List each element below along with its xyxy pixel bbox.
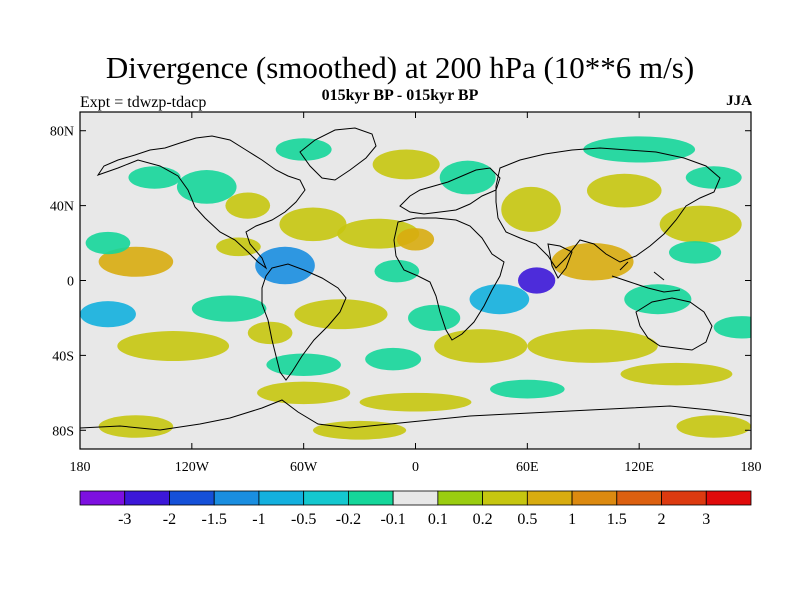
field-patch bbox=[490, 379, 565, 399]
colorbar-swatch bbox=[616, 490, 662, 506]
colorbar-swatch bbox=[571, 490, 618, 506]
field-patch bbox=[434, 329, 528, 363]
field-patch bbox=[365, 347, 422, 371]
colorbar-label: 2 bbox=[658, 511, 666, 528]
field-patch bbox=[374, 259, 420, 283]
field-patch bbox=[586, 173, 662, 208]
field-patch bbox=[117, 331, 230, 362]
colorbar-label: 0.1 bbox=[428, 511, 448, 528]
colorbar-swatch bbox=[79, 490, 126, 506]
y-tick-label: 40S bbox=[52, 349, 74, 364]
coastline-australia bbox=[635, 297, 713, 351]
colorbar-label: -1 bbox=[252, 511, 265, 528]
field-patch bbox=[255, 246, 315, 285]
field-patch bbox=[620, 362, 733, 386]
divergence-field bbox=[80, 136, 751, 440]
field-patch bbox=[98, 415, 174, 438]
field-patch bbox=[527, 329, 658, 363]
field-patch bbox=[85, 231, 131, 255]
y-tick-label: 80S bbox=[52, 424, 74, 439]
field-patch bbox=[518, 267, 556, 294]
colorbar-swatch bbox=[437, 490, 484, 506]
x-tick-label: 120E bbox=[624, 460, 654, 475]
coastline-indonesia bbox=[611, 261, 681, 293]
field-patch bbox=[408, 304, 461, 332]
field-patch bbox=[668, 241, 722, 264]
coastline-africa bbox=[393, 217, 505, 341]
colorbar-label: 0.5 bbox=[517, 511, 537, 528]
plot-subtitle: 015kyr BP - 015kyr BP bbox=[321, 87, 479, 104]
y-tick-label: 80N bbox=[50, 125, 74, 140]
plot-title: Divergence (smoothed) at 200 hPa (10**6 … bbox=[105, 50, 695, 85]
field-patch bbox=[225, 192, 271, 219]
colorbar-label: -3 bbox=[118, 511, 131, 528]
coastline-north-america bbox=[96, 135, 306, 270]
field-patch bbox=[98, 246, 174, 277]
coastline-south-america bbox=[261, 263, 347, 381]
colorbar-label: 0.2 bbox=[473, 511, 493, 528]
x-tick-label: 60E bbox=[516, 460, 539, 475]
colorbar-label: -2 bbox=[163, 511, 176, 528]
field-patch bbox=[294, 299, 388, 330]
x-tick-label: 0 bbox=[412, 460, 419, 475]
field-patch bbox=[713, 316, 751, 339]
colorbar-label: 1 bbox=[568, 511, 576, 528]
field-patch bbox=[191, 295, 267, 322]
colorbar-swatch bbox=[169, 490, 215, 506]
field-patch bbox=[583, 136, 696, 163]
coastlines bbox=[80, 127, 751, 431]
y-axis-ticks: 80N 40N 0 40S 80S bbox=[50, 125, 751, 439]
colorbar-label: 3 bbox=[702, 511, 710, 528]
y-tick-label: 0 bbox=[67, 275, 74, 290]
field-patch bbox=[312, 420, 407, 440]
coastline-asia bbox=[495, 147, 721, 269]
x-tick-label: 180 bbox=[70, 460, 91, 475]
colorbar-label: -0.2 bbox=[336, 511, 361, 528]
colorbar-label: -0.1 bbox=[380, 511, 405, 528]
field-patch bbox=[80, 301, 136, 328]
field-patch bbox=[676, 415, 751, 438]
colorbar-swatch bbox=[526, 490, 573, 506]
season-label: JJA bbox=[726, 93, 752, 109]
coastline-greenland bbox=[299, 127, 377, 181]
field-patch bbox=[624, 284, 692, 315]
colorbar-swatch bbox=[392, 490, 439, 506]
colorbar-label: -1.5 bbox=[202, 511, 227, 528]
colorbar: -3 -2 -1.5 -1 -0.5 -0.2 -0.1 0.1 0.2 0.5 1 1.5 2 3 bbox=[79, 490, 752, 528]
field-patch bbox=[266, 353, 341, 376]
x-tick-label: 60W bbox=[290, 460, 318, 475]
colorbar-swatch bbox=[258, 490, 305, 506]
colorbar-swatch bbox=[124, 490, 170, 506]
colorbar-label: -0.5 bbox=[291, 511, 316, 528]
field-patch bbox=[685, 166, 742, 189]
y-tick-label: 40N bbox=[50, 200, 74, 215]
field-patch bbox=[501, 186, 561, 232]
colorbar-swatch bbox=[347, 490, 394, 506]
experiment-label: Expt = tdwzp-tdacp bbox=[80, 94, 207, 111]
colorbar-label: 1.5 bbox=[607, 511, 627, 528]
coastline-antarctica bbox=[80, 399, 751, 431]
field-patch bbox=[359, 392, 472, 412]
field-patch bbox=[279, 207, 347, 242]
x-tick-label: 120W bbox=[175, 460, 210, 475]
field-patch bbox=[372, 149, 440, 180]
field-patch bbox=[257, 381, 351, 405]
colorbar-swatch bbox=[303, 490, 349, 506]
colorbar-swatch bbox=[213, 490, 260, 506]
coastline-europe bbox=[399, 167, 501, 215]
coastline-india bbox=[547, 243, 573, 279]
colorbar-swatch bbox=[705, 490, 752, 506]
x-tick-label: 180 bbox=[741, 460, 762, 475]
colorbar-swatch bbox=[482, 490, 528, 506]
field-patch bbox=[176, 170, 237, 204]
field-patch bbox=[216, 237, 261, 257]
field-patch bbox=[469, 284, 530, 315]
colorbar-swatch bbox=[661, 490, 707, 506]
field-patch bbox=[396, 228, 435, 251]
x-axis-ticks: 180 120W 60W 0 60E 120E 180 bbox=[70, 112, 762, 475]
field-patch bbox=[128, 166, 181, 189]
field-patch bbox=[439, 160, 496, 195]
